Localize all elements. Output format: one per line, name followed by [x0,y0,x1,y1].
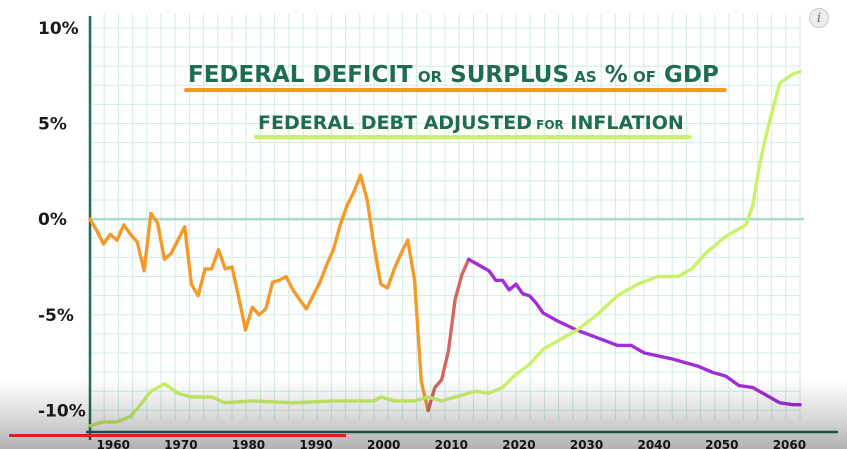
title-part: AS [569,68,597,86]
series-line-3 [467,257,802,407]
y-tick-label: 5% [38,114,67,134]
x-tick-label: 2000 [367,438,400,449]
x-tick-label: 2030 [570,438,603,449]
title-part: FEDERAL DEFICIT [188,62,413,88]
title-part: FOR [532,118,564,132]
x-tick-label: 2040 [637,438,670,449]
chart-series [88,70,802,428]
title-part: FEDERAL DEBT ADJUSTED [258,112,532,134]
title-part: INFLATION [564,112,684,134]
title-part: OF [628,68,656,86]
x-tick-label: 1990 [299,438,332,449]
y-tick-label: 10% [38,19,79,39]
video-progress-bar[interactable] [9,434,838,437]
x-tick-label: 2060 [773,438,806,449]
title-part: % [597,62,628,88]
x-tick-label: 2050 [705,438,738,449]
series-line-2 [426,257,471,413]
x-tick-label: 2010 [435,438,468,449]
chart-axes [86,16,838,440]
video-progress-fill [9,434,346,437]
x-tick-label: 1980 [232,438,265,449]
y-tick-label: -10% [38,401,86,421]
info-icon[interactable]: i [809,8,829,28]
x-tick-label: 1970 [164,438,197,449]
title-part: SURPLUS [442,62,569,88]
y-tick-label: 0% [38,210,67,230]
x-tick-label: 1960 [97,438,130,449]
chart-tick-labels: 10% 5% 0% -5% -10% 1960 1970 1980 1990 2000 2010 20… [38,19,806,449]
chart-titles: FEDERAL DEFICIT OR SURPLUS AS % OF GDPFE… [184,62,727,139]
chart-title-line-2: FEDERAL DEBT ADJUSTED FOR INFLATION [258,112,684,134]
series-line-4 [88,70,802,428]
chart-grid [89,14,801,420]
x-tick-label: 2020 [502,438,535,449]
chart-title-line-1: FEDERAL DEFICIT OR SURPLUS AS % OF GDP [188,62,719,88]
title-part: OR [413,68,443,86]
title-part: GDP [656,62,719,88]
y-tick-label: -5% [38,306,74,326]
series-line-1 [88,173,430,413]
